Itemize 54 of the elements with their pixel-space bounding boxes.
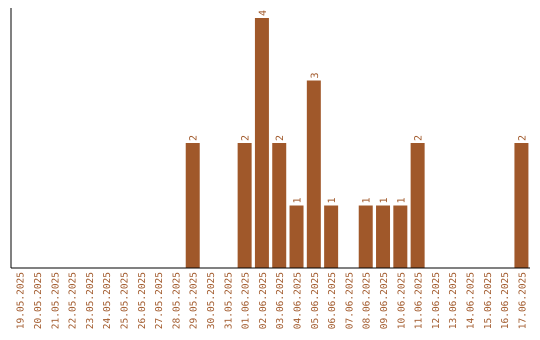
x-tick-label: 13.06.2025 <box>448 272 460 330</box>
x-tick-label: 17.06.2025 <box>517 272 528 330</box>
data-label: 1 <box>362 197 373 204</box>
x-tick-label: 15.06.2025 <box>482 272 494 330</box>
bar <box>393 206 408 268</box>
x-tick-label: 01.06.2025 <box>240 272 252 330</box>
data-label: 2 <box>414 134 425 141</box>
bar <box>238 143 252 268</box>
x-tick-label: 09.06.2025 <box>378 272 390 330</box>
bar <box>186 143 200 268</box>
x-tick-label: 06.06.2025 <box>327 272 338 330</box>
x-tick-label: 27.05.2025 <box>154 272 166 330</box>
data-label: 3 <box>310 72 321 78</box>
x-tick-label: 07.06.2025 <box>344 272 356 330</box>
x-tick-label: 20.05.2025 <box>32 272 44 330</box>
bar <box>358 206 373 268</box>
bar <box>272 143 286 268</box>
data-label: 2 <box>188 134 200 141</box>
x-tick-label: 24.05.2025 <box>102 272 114 330</box>
bar <box>514 143 528 268</box>
x-tick-label: 29.05.2025 <box>188 272 200 330</box>
x-tick-label: 23.05.2025 <box>84 272 96 330</box>
x-tick-label: 05.06.2025 <box>310 272 321 330</box>
data-label: 1 <box>396 197 408 204</box>
x-tick-label: 03.06.2025 <box>275 272 286 330</box>
x-tick-label: 31.05.2025 <box>223 272 234 330</box>
bar <box>324 206 338 268</box>
x-tick-label: 22.05.2025 <box>68 272 79 330</box>
bar <box>254 18 269 268</box>
bar <box>376 206 390 268</box>
data-label: 4 <box>258 10 269 16</box>
bar <box>410 143 425 268</box>
data-label: 1 <box>327 197 338 204</box>
x-tick-label: 08.06.2025 <box>362 272 373 330</box>
x-tick-label: 11.06.2025 <box>414 272 425 330</box>
data-label: 2 <box>517 134 528 141</box>
bar <box>290 206 304 268</box>
x-tick-label: 16.06.2025 <box>500 272 512 330</box>
x-tick-label: 30.05.2025 <box>206 272 217 330</box>
x-tick-label: 25.05.2025 <box>119 272 130 330</box>
data-label: 1 <box>379 197 390 204</box>
x-tick-label: 14.06.2025 <box>465 272 476 330</box>
data-label: 1 <box>292 197 304 204</box>
x-tick-label: 04.06.2025 <box>292 272 304 330</box>
x-tick-label: 26.05.2025 <box>136 272 148 330</box>
x-tick-label: 12.06.2025 <box>430 272 442 330</box>
x-tick-label: 02.06.2025 <box>258 272 269 330</box>
data-label: 2 <box>240 134 252 141</box>
x-tick-label: 21.05.2025 <box>50 272 62 330</box>
x-tick-label: 10.06.2025 <box>396 272 408 330</box>
bar <box>306 80 321 268</box>
data-label: 2 <box>275 134 286 141</box>
x-tick-label: 28.05.2025 <box>171 272 182 330</box>
x-tick-label: 19.05.2025 <box>16 272 27 330</box>
